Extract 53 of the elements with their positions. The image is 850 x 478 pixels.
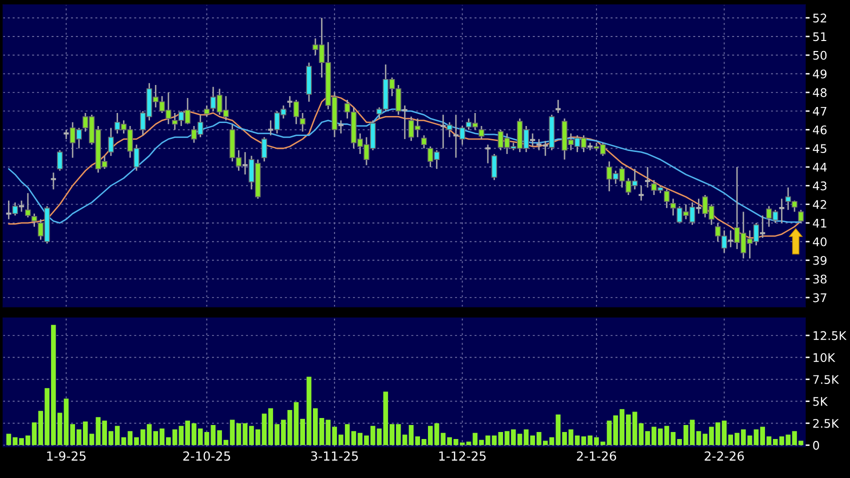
y-tick-label: 40 bbox=[812, 237, 827, 246]
candlestick bbox=[440, 114, 447, 150]
x-tick-label: 2-1-26 bbox=[576, 451, 616, 461]
candlestick bbox=[491, 153, 498, 181]
x-tick-label: 2-10-25 bbox=[183, 451, 230, 461]
candlestick bbox=[62, 129, 70, 140]
candlestick bbox=[56, 150, 63, 172]
candlestick bbox=[300, 112, 306, 132]
y-tick-label: 37 bbox=[813, 293, 826, 302]
candlestick bbox=[286, 95, 294, 108]
y-tick-label: 44 bbox=[812, 162, 827, 172]
x-tick-label: 3-11-25 bbox=[311, 451, 358, 461]
y-tick-label: 43 bbox=[812, 181, 826, 190]
y-tick-label: 47 bbox=[812, 106, 826, 116]
y-tick-label: 48 bbox=[812, 88, 827, 98]
candlestick bbox=[484, 144, 492, 164]
candlestick bbox=[554, 99, 562, 114]
candlestick bbox=[5, 200, 12, 220]
candlestick bbox=[242, 151, 249, 176]
y-tick-label: 52 bbox=[813, 14, 826, 22]
candlestick bbox=[267, 120, 274, 136]
y-tick-label: 45 bbox=[812, 144, 826, 154]
x-tick-label: 1-12-25 bbox=[439, 451, 486, 461]
y-tick-label: 12.5K bbox=[814, 331, 847, 340]
y-tick-label: 5K bbox=[813, 397, 828, 406]
x-tick-label: 2-2-26 bbox=[704, 451, 744, 461]
y-tick-label: 41 bbox=[812, 218, 826, 228]
y-tick-label: 46 bbox=[812, 125, 827, 134]
y-tick-label: 0 bbox=[813, 440, 820, 450]
y-tick-label: 7.5K bbox=[813, 375, 840, 384]
y-tick-label: 38 bbox=[813, 274, 827, 284]
y-tick-label: 50 bbox=[813, 50, 827, 60]
candlestick bbox=[478, 125, 484, 140]
x-tick-label: 1-9-25 bbox=[47, 451, 86, 461]
y-tick-label: 49 bbox=[812, 70, 827, 78]
candlestick bbox=[25, 192, 31, 218]
candlestick bbox=[778, 198, 786, 224]
y-tick-label: 2.5K bbox=[813, 418, 840, 428]
y-tick-label: 42 bbox=[812, 200, 826, 209]
candlestick bbox=[638, 184, 645, 202]
candlestick bbox=[261, 136, 268, 162]
candlestick bbox=[727, 230, 734, 248]
y-tick-label: 10K bbox=[814, 353, 836, 362]
y-tick-label: 51 bbox=[813, 32, 826, 42]
candlestick bbox=[401, 104, 408, 140]
candlestick bbox=[798, 209, 804, 224]
candlestick bbox=[31, 212, 38, 228]
candlestick bbox=[204, 104, 210, 118]
candlestick bbox=[664, 188, 670, 209]
y-tick-label: 39 bbox=[813, 256, 827, 265]
candlestick bbox=[421, 134, 427, 150]
candlestick bbox=[695, 198, 702, 214]
candlestick bbox=[108, 127, 114, 157]
